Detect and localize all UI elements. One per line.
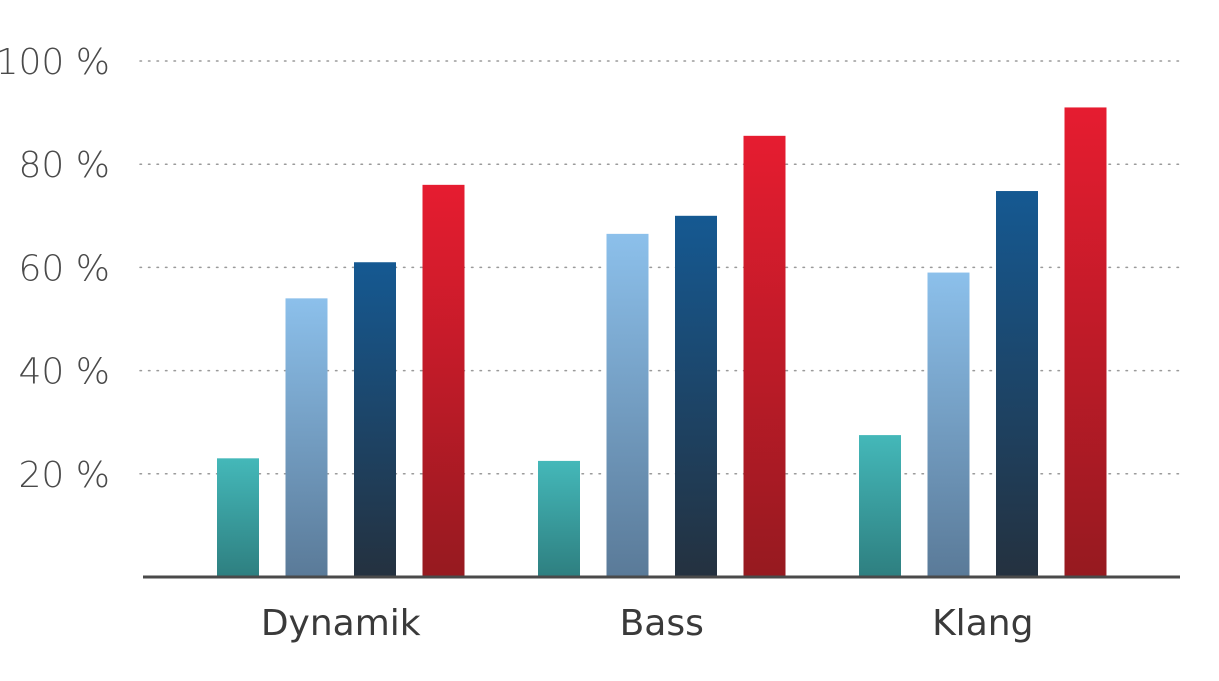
x-axis-category-labels: Dynamik Bass Klang [261, 603, 1034, 644]
bar-klang-3 [996, 191, 1038, 578]
y-axis-tick-labels: 20 % 40 % 60 % 80 % 100 % [0, 42, 110, 496]
bar-dynamik-1 [217, 458, 259, 577]
bar-bass-1 [538, 460, 580, 577]
bar-klang-4 [1064, 107, 1107, 577]
x-category-label-bass: Bass [620, 603, 704, 644]
y-tick-label-40: 40 % [19, 352, 110, 393]
bar-klang-1 [859, 435, 901, 577]
y-tick-label-100: 100 % [0, 42, 110, 83]
bar-dynamik-2 [285, 298, 328, 577]
y-tick-label-20: 20 % [19, 455, 110, 496]
x-category-label-dynamik: Dynamik [261, 603, 421, 644]
y-tick-label-60: 60 % [19, 248, 110, 289]
bars [217, 107, 1107, 578]
bar-dynamik-3 [354, 262, 396, 577]
bar-klang-2 [927, 272, 970, 577]
x-category-label-klang: Klang [932, 603, 1033, 644]
y-tick-label-80: 80 % [19, 145, 110, 186]
bar-bass-2 [606, 233, 649, 578]
bar-bass-4 [743, 135, 786, 577]
bar-bass-3 [675, 215, 717, 578]
bar-dynamik-4 [422, 184, 465, 577]
